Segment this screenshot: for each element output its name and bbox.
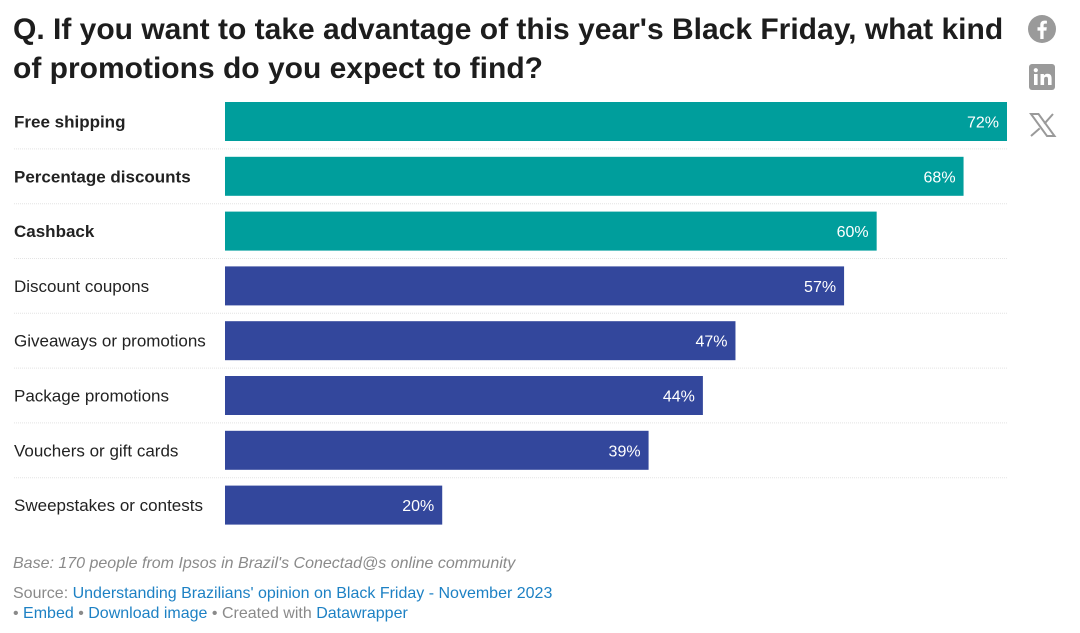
chart-notes: Base: 170 people from Ipsos in Brazil's … [13,555,516,572]
bar-value-label: 20% [402,498,434,515]
bar [225,156,964,196]
bar-label: Giveaways or promotions [14,332,206,351]
chart-title: Q. If you want to take advantage of this… [13,13,1004,85]
bar-value-label: 47% [695,334,727,351]
facebook-icon[interactable] [1025,12,1059,46]
bar-label: Package promotions [14,387,169,406]
bar-chart: Free shipping 72% Percentage discounts 68% C… [14,102,1007,525]
bar [225,485,443,525]
linkedin-icon[interactable] [1025,60,1059,94]
bar-label: Cashback [14,222,95,241]
datawrapper-link[interactable]: Datawrapper [316,605,408,622]
bar [225,266,845,306]
bar-label: Percentage discounts [14,167,191,186]
bar-value-label: 60% [837,224,869,241]
bar-label: Vouchers or gift cards [14,441,178,460]
bar [225,102,1007,141]
footer-separator: • [13,605,24,622]
bar [225,376,703,415]
bar-value-label: 57% [804,279,836,296]
bar-value-label: 68% [924,169,956,186]
bar [225,430,649,470]
bar-label: Discount coupons [14,277,149,296]
download-image-link[interactable]: Download image [88,605,208,622]
bar-label: Sweepstakes or contests [14,496,203,515]
source-link[interactable]: Understanding Brazilians' opinion on Bla… [72,585,553,602]
bar-value-label: 44% [663,389,695,406]
x-icon[interactable] [1025,108,1059,142]
embed-link[interactable]: Embed [23,605,74,622]
bar [225,211,877,251]
created-with-text: Created with [221,605,317,622]
source-prefix: Source: [13,585,73,602]
bar-value-label: 72% [967,115,999,132]
bar [225,321,736,361]
footer-separator: • [207,605,222,622]
chart-footer: Source: Understanding Brazilians' opinio… [13,584,552,624]
bar-label: Free shipping [14,113,125,132]
footer-separator: • [73,605,89,622]
social-share-bar [1025,12,1059,156]
bar-value-label: 39% [609,443,641,460]
